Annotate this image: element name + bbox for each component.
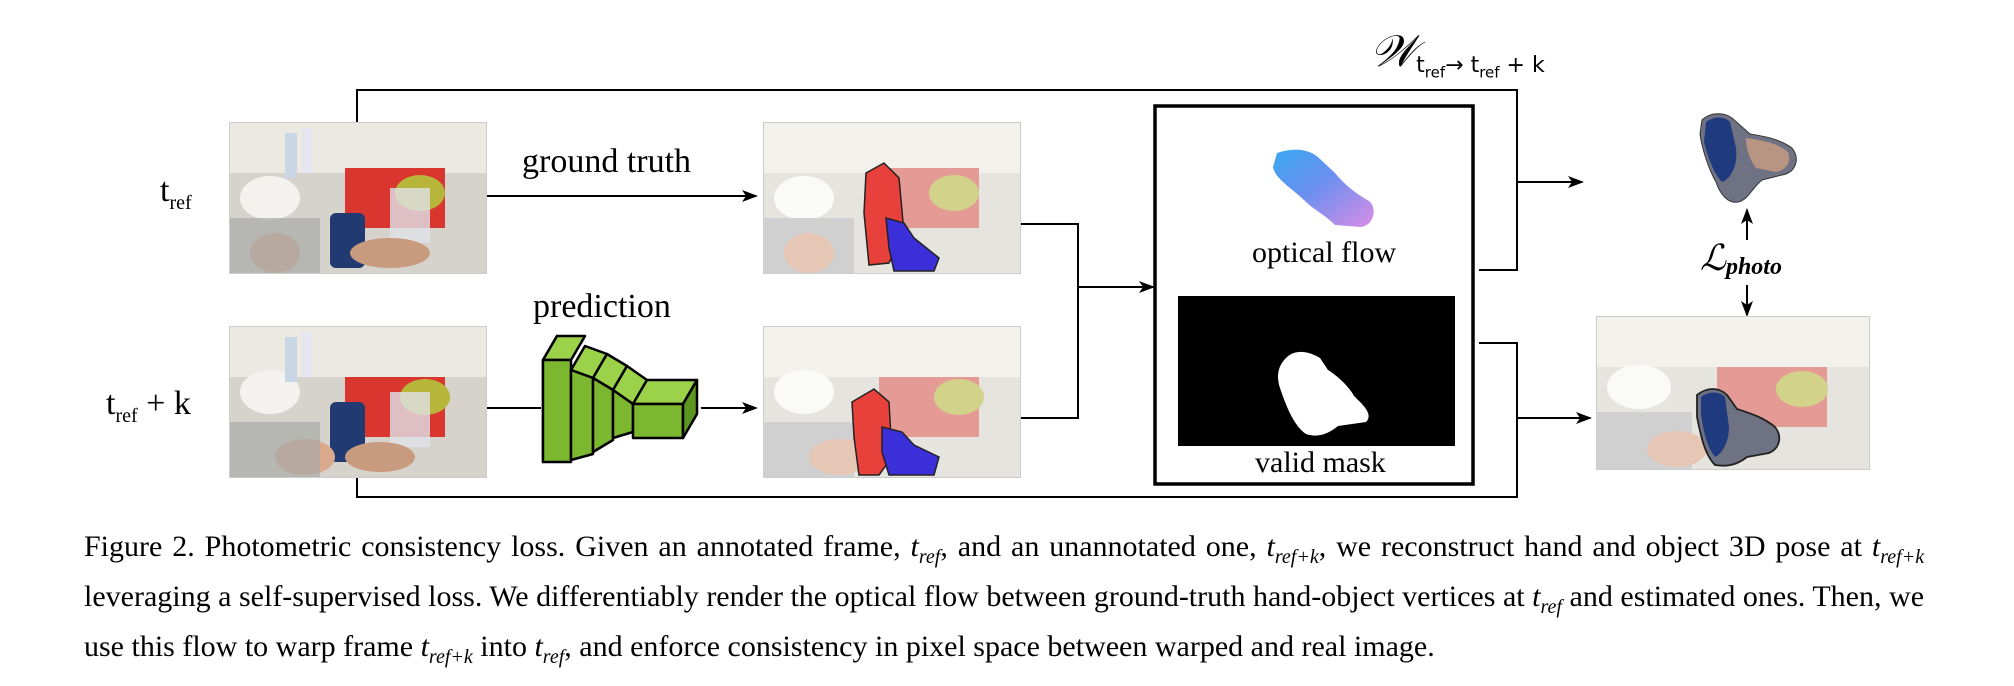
t-ref-k-label: tref + k [106,385,191,427]
t-ref-label: tref [160,172,192,214]
ground-truth-label: ground truth [522,143,692,180]
input-frame-t-ref [229,122,487,274]
photometric-loss-label: ℒphoto [1700,238,1782,281]
warp-bypass-bottom [356,342,1518,498]
prediction-render [763,326,1021,478]
caption-title: Photometric consistency loss. [204,530,566,563]
input-frame-t-ref-k [229,326,487,478]
flow-mask-box [1153,104,1475,486]
caption-figure-label: Figure 2. [84,530,195,563]
figure-caption: Figure 2. Photometric consistency loss. … [84,530,1925,668]
ground-truth-render [763,122,1021,274]
valid-mask-label: valid mask [1255,446,1386,479]
optical-flow-label: optical flow [1252,236,1397,269]
warped-image [1699,113,1797,203]
optical-flow-image [1273,149,1374,227]
warp-operator-label: 𝒲tref→ tref + k [1370,27,1545,82]
valid-mask-image [1178,296,1455,446]
prediction-label: prediction [533,288,671,325]
real-image [1596,316,1870,470]
prediction-network [541,334,699,464]
